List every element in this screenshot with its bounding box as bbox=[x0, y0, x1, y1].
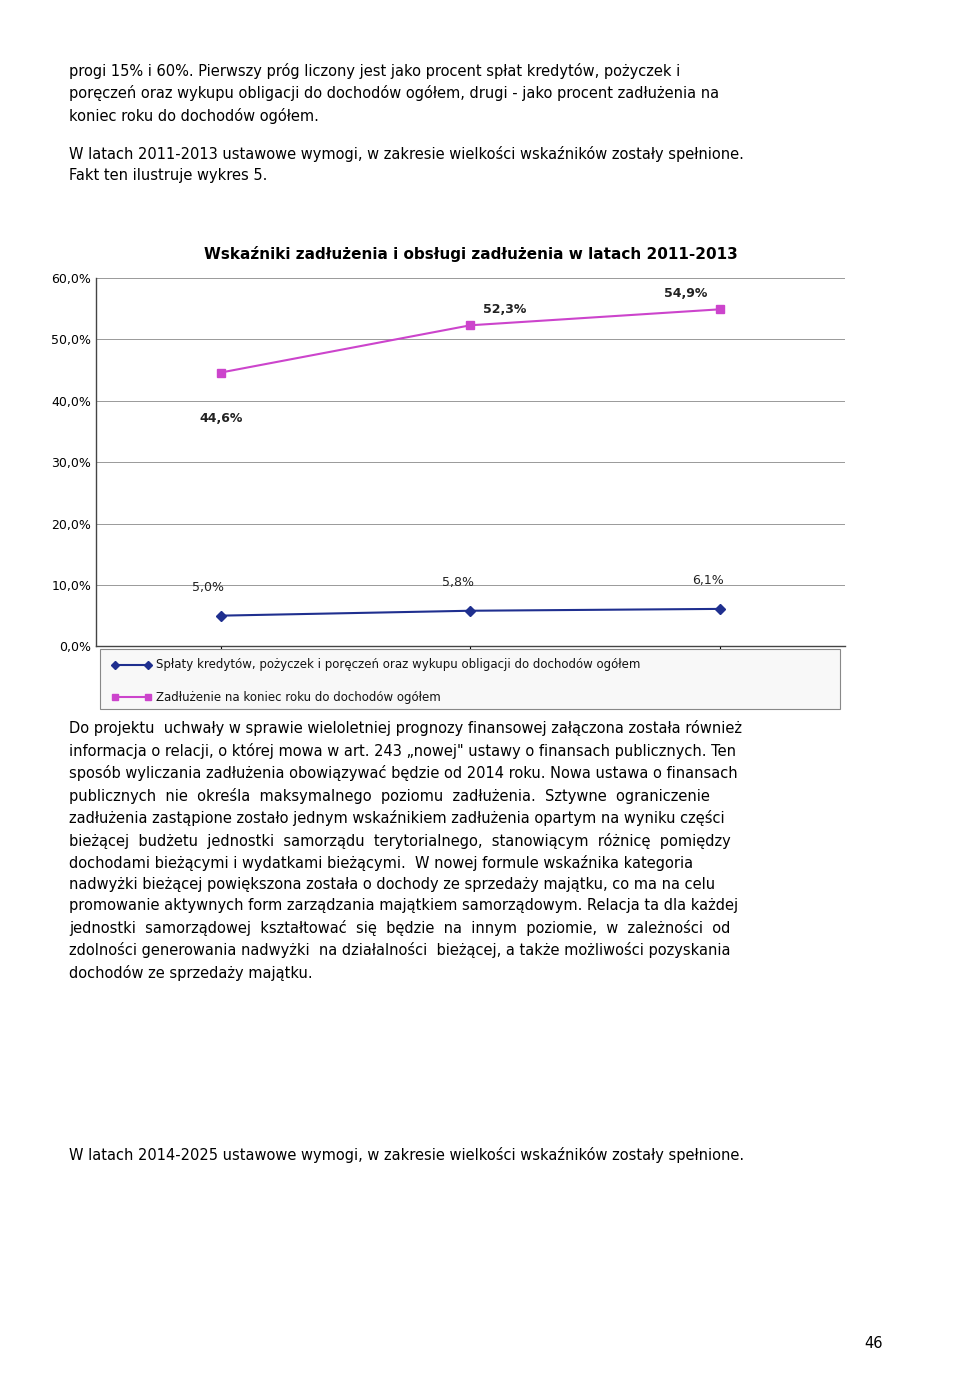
Text: Zadłużenie na koniec roku do dochodów ogółem: Zadłużenie na koniec roku do dochodów og… bbox=[156, 691, 441, 703]
Text: 6,1%: 6,1% bbox=[691, 574, 724, 588]
Text: W latach 2011-2013 ustawowe wymogi, w zakresie wielkości wskaźników zostały speł: W latach 2011-2013 ustawowe wymogi, w za… bbox=[69, 146, 744, 183]
Text: 5,0%: 5,0% bbox=[192, 581, 225, 594]
Text: 5,8%: 5,8% bbox=[442, 577, 474, 589]
Title: Wskaźniki zadłużenia i obsługi zadłużenia w latach 2011-2013: Wskaźniki zadłużenia i obsługi zadłużeni… bbox=[204, 246, 737, 261]
FancyBboxPatch shape bbox=[100, 649, 840, 709]
Text: Spłaty kredytów, pożyczek i poręczeń oraz wykupu obligacji do dochodów ogółem: Spłaty kredytów, pożyczek i poręczeń ora… bbox=[156, 657, 640, 671]
Text: 44,6%: 44,6% bbox=[199, 411, 243, 425]
Text: 46: 46 bbox=[865, 1336, 883, 1351]
Text: W latach 2014-2025 ustawowe wymogi, w zakresie wielkości wskaźników zostały speł: W latach 2014-2025 ustawowe wymogi, w za… bbox=[69, 1147, 744, 1163]
Text: Do projektu  uchwały w sprawie wieloletniej prognozy finansowej załączona został: Do projektu uchwały w sprawie wieloletni… bbox=[69, 720, 742, 980]
Text: progi 15% i 60%. Pierwszy próg liczony jest jako procent spłat kredytów, pożycze: progi 15% i 60%. Pierwszy próg liczony j… bbox=[69, 63, 719, 124]
Text: 54,9%: 54,9% bbox=[664, 288, 708, 300]
Text: 52,3%: 52,3% bbox=[483, 303, 526, 316]
